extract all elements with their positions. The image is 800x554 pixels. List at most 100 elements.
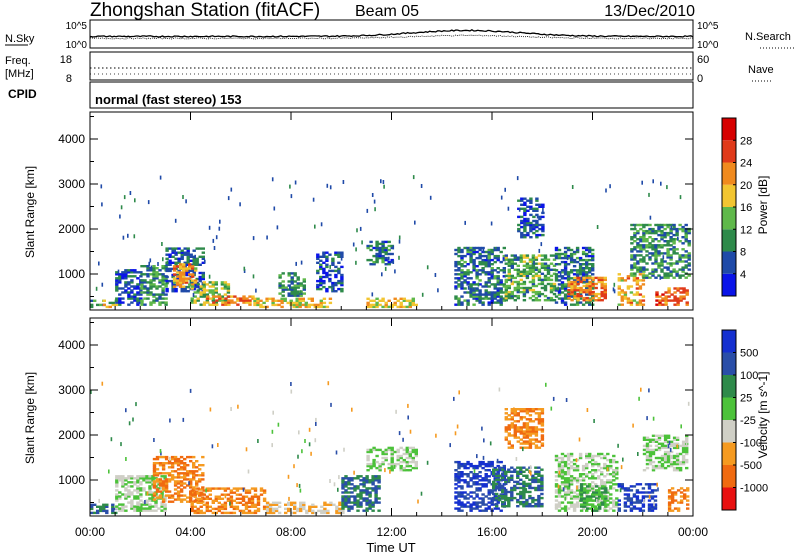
heatmap-cell <box>233 301 236 303</box>
heatmap-cell <box>656 483 658 487</box>
heatmap-cell <box>149 304 152 306</box>
heatmap-cell <box>174 488 177 490</box>
heatmap-cell <box>323 508 326 510</box>
heatmap-cell <box>369 304 372 306</box>
colorbar-tick-label: 24 <box>740 158 752 170</box>
heatmap-cell <box>288 280 291 282</box>
heatmap-cell <box>475 473 478 475</box>
heatmap-cell <box>576 289 579 291</box>
heatmap-cell <box>192 466 195 468</box>
heatmap-cell <box>187 247 190 249</box>
colorbar-tick-label: 28 <box>740 135 752 147</box>
heatmap-cell <box>400 469 403 471</box>
heatmap-cell <box>516 499 519 501</box>
heatmap-cell <box>181 250 184 252</box>
heatmap-cell <box>329 302 332 304</box>
heatmap-cell <box>520 220 523 222</box>
heatmap-cell <box>488 293 491 295</box>
heatmap-cell <box>362 489 365 491</box>
heatmap-cell <box>316 270 319 272</box>
heatmap-cell <box>541 254 544 256</box>
heatmap-cell <box>124 285 127 287</box>
heatmap-cell <box>505 279 508 281</box>
heatmap-cell <box>399 236 401 240</box>
heatmap-cell <box>197 498 200 500</box>
heatmap-cell <box>301 261 303 265</box>
heatmap-cell <box>385 459 388 461</box>
heatmap-cell <box>553 293 556 295</box>
heatmap-cell <box>478 261 481 263</box>
heatmap-cell <box>372 255 375 257</box>
heatmap-cell <box>182 195 184 199</box>
heatmap-cell <box>139 499 142 501</box>
heatmap-cell <box>149 273 152 275</box>
heatmap-cell <box>271 302 274 304</box>
heatmap-cell <box>328 254 331 256</box>
heatmap-cell <box>597 463 600 465</box>
heatmap-cell <box>627 505 630 507</box>
heatmap-cell <box>394 302 397 304</box>
heatmap-cell <box>212 500 215 502</box>
heatmap-cell <box>165 478 168 480</box>
heatmap-cell <box>360 227 362 231</box>
heatmap-cell <box>646 467 649 469</box>
heatmap-cell <box>230 512 233 514</box>
heatmap-cell <box>550 254 553 256</box>
heatmap-cell <box>642 295 645 297</box>
heatmap-cell <box>550 263 553 265</box>
heatmap-cell <box>555 263 558 265</box>
heatmap-cell <box>688 262 691 264</box>
heatmap-cell <box>463 265 466 267</box>
heatmap-cell <box>621 289 624 291</box>
heatmap-cell <box>624 493 627 495</box>
heatmap-cell <box>639 258 642 260</box>
heatmap-cell <box>685 277 688 279</box>
heatmap-cell <box>206 301 209 303</box>
heatmap-cell <box>118 287 121 289</box>
heatmap-cell <box>595 510 598 512</box>
heatmap-cell <box>457 461 460 463</box>
heatmap-cell <box>378 300 381 302</box>
heatmap-cell <box>155 297 158 299</box>
heatmap-cell <box>365 499 368 501</box>
heatmap-cell <box>564 455 567 457</box>
heatmap-cell <box>334 290 337 292</box>
heatmap-cell <box>460 475 463 477</box>
heatmap-cell <box>368 499 371 501</box>
heatmap-cell <box>203 494 206 496</box>
heatmap-cell <box>538 275 541 277</box>
heatmap-cell <box>228 196 230 200</box>
heatmap-cell <box>325 256 328 258</box>
heatmap-cell <box>582 267 585 269</box>
heatmap-cell <box>224 502 227 504</box>
heatmap-cell <box>537 479 540 481</box>
heatmap-cell <box>391 253 394 255</box>
heatmap-cell <box>355 261 357 265</box>
heatmap-cell <box>457 485 460 487</box>
heatmap-cell <box>157 507 160 509</box>
heatmap-cell <box>463 255 466 257</box>
heatmap-cell <box>639 250 642 252</box>
heatmap-cell <box>534 503 537 505</box>
heatmap-cell <box>678 254 681 256</box>
heatmap-cell <box>277 225 279 229</box>
heatmap-cell <box>139 481 142 483</box>
heatmap-cell <box>652 449 655 451</box>
heatmap-cell <box>475 247 478 249</box>
heatmap-cell <box>200 285 203 287</box>
heatmap-cell <box>588 267 591 269</box>
heatmap-cell <box>221 498 224 500</box>
heatmap-cell <box>529 426 532 428</box>
heatmap-cell <box>412 298 415 300</box>
heatmap-cell <box>520 259 523 261</box>
heatmap-cell <box>507 491 510 493</box>
heatmap-cell <box>171 462 174 464</box>
heatmap-cell <box>680 487 683 489</box>
heatmap-cell <box>513 471 516 473</box>
heatmap-cell <box>385 449 388 451</box>
heatmap-cell <box>573 251 576 253</box>
heatmap-cell <box>673 469 676 471</box>
heatmap-cell <box>583 483 586 485</box>
heatmap-cell <box>466 475 469 477</box>
heatmap-cell <box>661 445 664 447</box>
